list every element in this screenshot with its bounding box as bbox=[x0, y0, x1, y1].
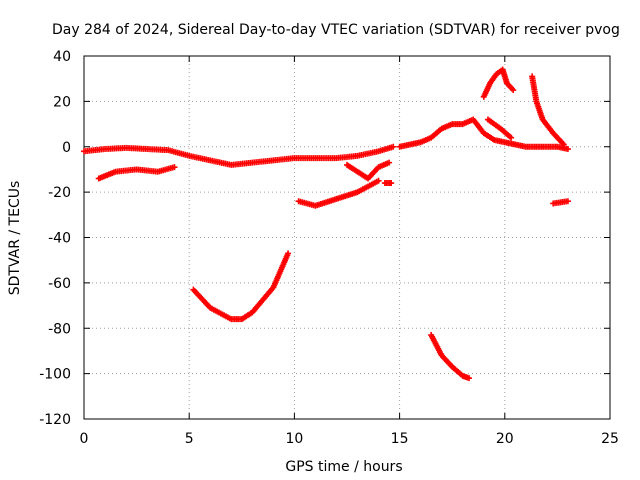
x-tick-label: 20 bbox=[496, 431, 514, 447]
y-tick-label: -40 bbox=[48, 231, 71, 247]
x-tick-label: 15 bbox=[391, 431, 409, 447]
x-tick-label: 5 bbox=[185, 431, 194, 447]
x-tick-label: 0 bbox=[80, 431, 89, 447]
series-declining-segment-19-20h bbox=[484, 116, 515, 141]
series-descending-lower-band bbox=[344, 159, 393, 182]
chart-title: Day 284 of 2024, Sidereal Day-to-day VTE… bbox=[52, 22, 620, 38]
series-mid-band bbox=[295, 177, 382, 209]
data-point bbox=[390, 143, 397, 150]
y-tick-label: -120 bbox=[39, 412, 71, 428]
y-tick-labels: -120 -100 -80 -60 -40 -20 0 20 40 bbox=[39, 49, 71, 428]
series-short-segment-14-5h bbox=[381, 180, 395, 187]
series-late-flat bbox=[550, 198, 571, 207]
series-upper-peak-20h bbox=[480, 66, 517, 100]
y-tick-label: 20 bbox=[53, 94, 71, 110]
x-tick-labels: 0 5 10 15 20 25 bbox=[80, 431, 619, 447]
data-point bbox=[375, 177, 382, 184]
data-point bbox=[285, 250, 292, 257]
series-rising-after-15h bbox=[396, 116, 571, 153]
series-late-descent bbox=[428, 332, 473, 382]
data-point bbox=[510, 87, 517, 94]
series-deep-trough bbox=[190, 250, 292, 323]
data-point bbox=[386, 159, 393, 166]
y-tick-label: -80 bbox=[48, 321, 71, 337]
data-point bbox=[564, 198, 571, 205]
data-points bbox=[81, 66, 571, 382]
x-axis-label: GPS time / hours bbox=[285, 459, 402, 475]
grid-lines bbox=[84, 56, 610, 419]
data-point bbox=[388, 180, 395, 187]
y-tick-label: 40 bbox=[53, 49, 71, 65]
y-tick-label: -60 bbox=[48, 276, 71, 292]
data-point bbox=[508, 134, 515, 141]
series-main-near-zero-band bbox=[81, 143, 397, 168]
axis-ticks bbox=[83, 55, 611, 420]
data-point bbox=[466, 375, 473, 382]
y-tick-label: 0 bbox=[62, 140, 71, 156]
y-tick-label: -20 bbox=[48, 185, 71, 201]
y-axis-label: SDTVAR / TECUs bbox=[7, 181, 23, 296]
y-tick-label: -100 bbox=[39, 367, 71, 383]
data-point bbox=[560, 141, 567, 148]
x-tick-label: 25 bbox=[601, 431, 619, 447]
series-secondary-low-band bbox=[95, 164, 178, 182]
x-tick-label: 10 bbox=[285, 431, 303, 447]
series-peak-21-5h bbox=[529, 73, 567, 148]
data-point bbox=[564, 146, 571, 153]
data-point bbox=[171, 164, 178, 171]
